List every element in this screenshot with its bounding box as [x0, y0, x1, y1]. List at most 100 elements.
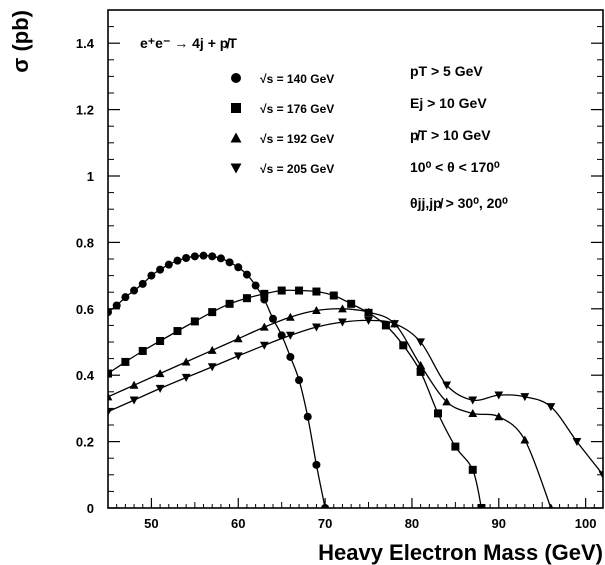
data-point-series-3: [338, 318, 347, 327]
data-point-series-0: [295, 376, 304, 385]
legend-label: √s = 176 GeV: [260, 102, 334, 116]
data-point-series-0: [242, 270, 251, 279]
data-point-series-1: [295, 286, 304, 295]
cuts-annotation: pT > 5 GeV Ej > 10 GeV p̸T > 10 GeV 10⁰ < θ…: [410, 63, 508, 211]
data-point-series-3: [129, 396, 139, 405]
legend-marker-1: [231, 103, 241, 113]
y-tick-label: 1: [87, 169, 94, 184]
data-point-series-3: [233, 352, 243, 361]
cut-label: 10⁰ < θ < 170⁰: [410, 159, 500, 175]
data-point-series-0: [130, 286, 139, 295]
data-point-series-3: [520, 393, 530, 402]
process-label: e⁺e⁻ → 4j + p̸T: [140, 35, 237, 51]
data-point-series-0: [190, 252, 199, 261]
data-point-series-1: [121, 357, 130, 366]
data-point-series-1: [329, 291, 338, 300]
data-point-series-2: [155, 369, 165, 378]
data-point-series-1: [468, 465, 477, 474]
data-point-series-2: [233, 334, 243, 343]
data-point-series-2: [207, 345, 217, 354]
data-point-series-2: [285, 312, 295, 321]
series-line-2: [108, 308, 552, 508]
data-point-series-3: [598, 471, 603, 480]
data-point-series-0: [286, 352, 295, 361]
data-point-series-3: [364, 316, 373, 325]
legend: √s = 140 GeV √s = 176 GeV √s = 192 GeV √s =…: [230, 72, 334, 176]
data-point-series-0: [216, 254, 225, 263]
y-tick-label: 1.4: [76, 36, 95, 51]
data-point-series-2: [129, 380, 139, 389]
data-point-series-2: [181, 357, 191, 366]
data-point-series-0: [156, 265, 165, 274]
data-point-series-1: [138, 346, 147, 355]
y-tick-label: 0.6: [76, 302, 94, 317]
data-point-series-3: [494, 391, 504, 400]
data-point-series-3: [155, 384, 165, 393]
data-point-series-0: [303, 412, 312, 421]
y-axis: 0 0.2 0.4 0.6 0.8 1 1.2 1.4: [76, 26, 603, 516]
data-point-series-3: [390, 320, 399, 329]
legend-marker-2: [230, 132, 242, 143]
data-point-series-0: [251, 281, 260, 290]
data-point-series-1: [347, 299, 356, 308]
data-point-series-1: [208, 308, 217, 317]
series-markers: [108, 251, 603, 508]
data-point-series-3: [108, 408, 113, 417]
legend-label: √s = 140 GeV: [260, 72, 334, 86]
data-point-series-1: [242, 294, 251, 303]
data-point-series-1: [416, 367, 425, 376]
data-point-series-0: [138, 279, 147, 288]
legend-label: √s = 205 GeV: [260, 162, 334, 176]
data-point-series-3: [285, 331, 295, 340]
data-point-series-1: [312, 287, 321, 296]
data-point-series-2: [338, 304, 347, 313]
data-point-series-0: [121, 293, 130, 302]
data-point-series-1: [381, 321, 390, 330]
data-point-series-0: [182, 254, 191, 263]
data-point-series-1: [434, 409, 442, 418]
data-point-series-2: [416, 360, 426, 369]
data-point-series-0: [234, 263, 243, 272]
x-tick-label: 90: [492, 516, 506, 531]
y-tick-label: 0.4: [76, 368, 95, 383]
data-point-series-0: [277, 331, 286, 340]
data-point-series-2: [364, 307, 373, 316]
cut-label: p̸T > 10 GeV: [410, 127, 491, 143]
data-point-series-2: [520, 435, 530, 444]
data-point-series-2: [494, 412, 504, 421]
data-point-series-0: [321, 504, 330, 508]
data-point-series-0: [147, 271, 156, 280]
y-tick-label: 0.2: [76, 435, 94, 450]
data-point-series-0: [208, 252, 217, 261]
legend-label: √s = 192 GeV: [260, 132, 334, 146]
data-point-series-3: [416, 338, 426, 347]
series-curves: [108, 255, 603, 508]
data-point-series-1: [399, 341, 408, 350]
y-axis-label: σ (pb): [8, 10, 33, 73]
x-tick-label: 50: [144, 516, 158, 531]
x-tick-label: 80: [405, 516, 419, 531]
data-point-series-2: [442, 397, 452, 406]
data-point-series-1: [156, 337, 165, 346]
data-point-series-2: [548, 503, 554, 508]
data-point-series-2: [468, 408, 478, 417]
data-point-series-3: [546, 403, 556, 412]
y-tick-label: 0: [87, 501, 94, 516]
data-point-series-0: [164, 260, 173, 269]
cut-label: Ej > 10 GeV: [410, 95, 487, 111]
data-point-series-3: [312, 323, 321, 332]
data-point-series-3: [572, 438, 582, 446]
data-point-series-3: [259, 341, 269, 350]
y-tick-label: 0.8: [76, 235, 94, 250]
data-point-series-3: [442, 381, 452, 390]
legend-marker-0: [231, 73, 241, 83]
data-point-series-1: [260, 289, 269, 298]
data-point-series-0: [199, 251, 208, 260]
data-point-series-0: [225, 258, 234, 267]
data-point-series-2: [259, 322, 269, 331]
data-point-series-0: [112, 301, 121, 310]
cut-label: θjj,jp̸ > 30⁰, 20⁰: [410, 195, 508, 211]
data-point-series-0: [312, 460, 321, 469]
data-point-series-1: [190, 317, 199, 326]
